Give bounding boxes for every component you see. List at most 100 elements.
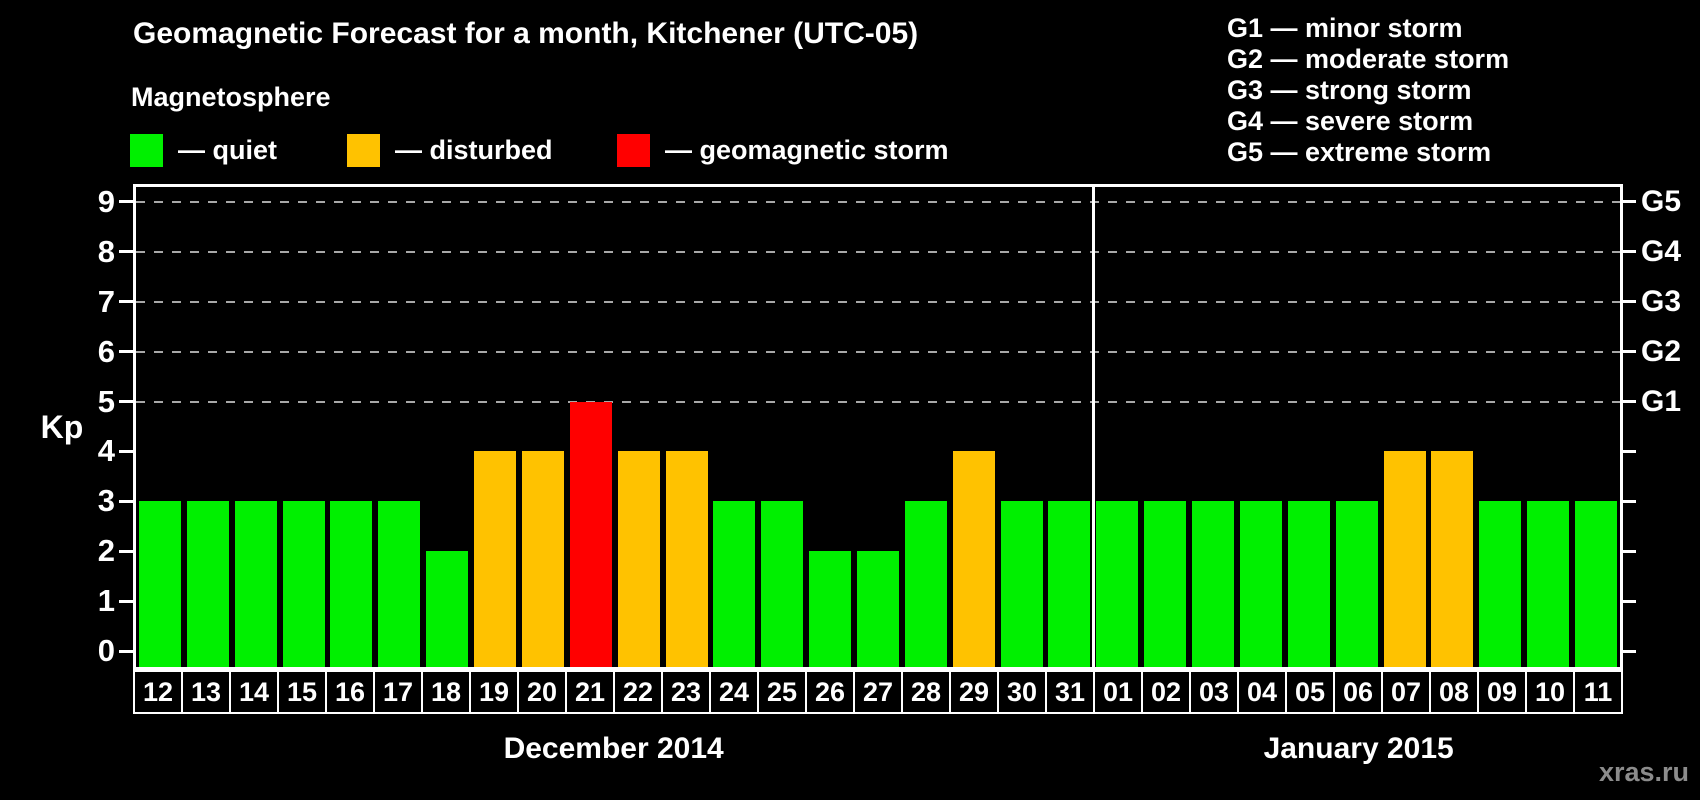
date-label-07: 07 <box>1381 670 1431 714</box>
y-tick-6 <box>119 350 133 354</box>
legend-item-storm: — geomagnetic storm <box>617 132 949 168</box>
y-tick-5 <box>119 400 133 403</box>
bar-day-28-kp3 <box>904 501 947 667</box>
bar-day-11-kp3 <box>1575 501 1618 667</box>
chart-title: Geomagnetic Forecast for a month, Kitche… <box>133 17 919 50</box>
right-tick-3 <box>1622 499 1636 503</box>
date-label-28: 28 <box>901 670 951 714</box>
bar-day-14-kp3 <box>234 501 277 667</box>
y-tick-label-4: 4 <box>97 433 115 469</box>
legend-item-disturbed: — disturbed <box>347 132 553 168</box>
date-label-15: 15 <box>277 670 327 714</box>
right-axis-label-g4: G4 <box>1641 234 1682 268</box>
bar-day-09-kp3 <box>1479 501 1522 667</box>
bar-day-22-kp4 <box>617 451 660 667</box>
legend-item-label: — disturbed <box>395 134 553 165</box>
storm-scale-line-g5: G5 — extreme storm <box>1227 137 1492 167</box>
magnetosphere-legend-heading: Magnetosphere <box>131 82 331 112</box>
right-tick-8 <box>1622 250 1636 254</box>
bar-day-29-kp4 <box>952 451 995 667</box>
plot-area <box>133 184 1623 670</box>
date-label-20: 20 <box>517 670 567 714</box>
bar-day-12-kp3 <box>138 501 181 667</box>
date-label-04: 04 <box>1237 670 1287 714</box>
date-label-12: 12 <box>133 670 183 714</box>
bar-day-01-kp3 <box>1096 501 1139 667</box>
gridline-kp8 <box>136 250 1620 253</box>
bar-day-03-kp3 <box>1192 501 1235 667</box>
disturbed-color-swatch-icon <box>347 133 380 167</box>
date-label-29: 29 <box>949 670 999 714</box>
y-tick-4 <box>119 449 133 453</box>
y-tick-label-9: 9 <box>97 183 115 219</box>
bar-day-30-kp3 <box>1000 501 1043 667</box>
y-tick-0 <box>119 649 133 653</box>
date-label-18: 18 <box>421 670 471 714</box>
y-tick-label-1: 1 <box>97 583 115 619</box>
bar-day-24-kp3 <box>713 501 756 667</box>
right-tick-4 <box>1622 449 1636 453</box>
y-tick-label-8: 8 <box>97 233 115 269</box>
storm-color-swatch-icon <box>617 133 650 167</box>
bar-day-16-kp3 <box>330 501 373 667</box>
y-tick-8 <box>119 250 133 254</box>
legend-item-label: — geomagnetic storm <box>665 134 949 165</box>
bar-day-20-kp4 <box>521 451 564 667</box>
bar-day-10-kp3 <box>1527 501 1570 667</box>
watermark: xras.ru <box>1598 757 1689 787</box>
bar-day-21-kp5 <box>569 401 612 667</box>
date-label-19: 19 <box>469 670 519 714</box>
bar-day-15-kp3 <box>282 501 325 667</box>
bar-day-19-kp4 <box>474 451 517 667</box>
right-tick-1 <box>1622 599 1636 603</box>
date-label-27: 27 <box>853 670 903 714</box>
bar-day-27-kp2 <box>857 551 899 667</box>
quiet-color-swatch-icon <box>130 133 163 167</box>
date-label-26: 26 <box>805 670 855 714</box>
storm-scale-line-g4: G4 — severe storm <box>1227 106 1474 136</box>
y-tick-label-0: 0 <box>97 633 115 668</box>
month-label-december: December 2014 <box>503 732 724 765</box>
date-label-10: 10 <box>1525 670 1575 714</box>
date-label-31: 31 <box>1045 670 1095 714</box>
date-label-22: 22 <box>613 670 663 714</box>
right-axis-label-g3: G3 <box>1641 284 1682 318</box>
y-tick-3 <box>119 499 133 503</box>
right-tick-9 <box>1622 200 1636 204</box>
date-label-30: 30 <box>997 670 1047 714</box>
storm-scale-line-g1: G1 — minor storm <box>1227 13 1463 43</box>
date-label-09: 09 <box>1477 670 1527 714</box>
date-label-25: 25 <box>757 670 807 714</box>
date-label-01: 01 <box>1093 670 1143 714</box>
bar-day-25-kp3 <box>761 501 804 667</box>
date-label-23: 23 <box>661 670 711 714</box>
bar-day-05-kp3 <box>1287 501 1330 667</box>
right-tick-5 <box>1622 400 1636 403</box>
date-label-05: 05 <box>1285 670 1335 714</box>
bar-day-18-kp2 <box>426 551 469 667</box>
bar-day-31-kp3 <box>1048 501 1091 667</box>
date-label-13: 13 <box>181 670 231 714</box>
y-axis-title: Kp <box>40 409 84 445</box>
bar-day-08-kp4 <box>1431 451 1474 667</box>
bar-day-17-kp3 <box>378 501 421 667</box>
date-label-17: 17 <box>373 670 423 714</box>
date-label-24: 24 <box>709 670 759 714</box>
gridline-kp5 <box>136 400 1620 403</box>
right-tick-6 <box>1622 350 1636 354</box>
storm-scale-legend: G1 — minor storm G2 — moderate storm G3 — … <box>1227 13 1509 168</box>
month-separator-line <box>1091 187 1095 667</box>
date-axis: 12 13 14 15 16 17 18 19 20 21 22 23 24 25 26 27 28 29 30 31… <box>133 670 1623 714</box>
right-tick-7 <box>1622 300 1636 304</box>
bar-day-26-kp2 <box>809 551 852 667</box>
gridline-kp6 <box>136 350 1620 353</box>
bar-day-07-kp4 <box>1383 451 1426 667</box>
y-tick-2 <box>119 549 133 553</box>
bar-day-23-kp4 <box>665 451 708 667</box>
date-label-14: 14 <box>229 670 279 714</box>
bar-day-04-kp3 <box>1239 501 1282 667</box>
date-label-21: 21 <box>565 670 615 714</box>
y-tick-9 <box>119 200 133 204</box>
y-tick-label-6: 6 <box>97 333 115 369</box>
